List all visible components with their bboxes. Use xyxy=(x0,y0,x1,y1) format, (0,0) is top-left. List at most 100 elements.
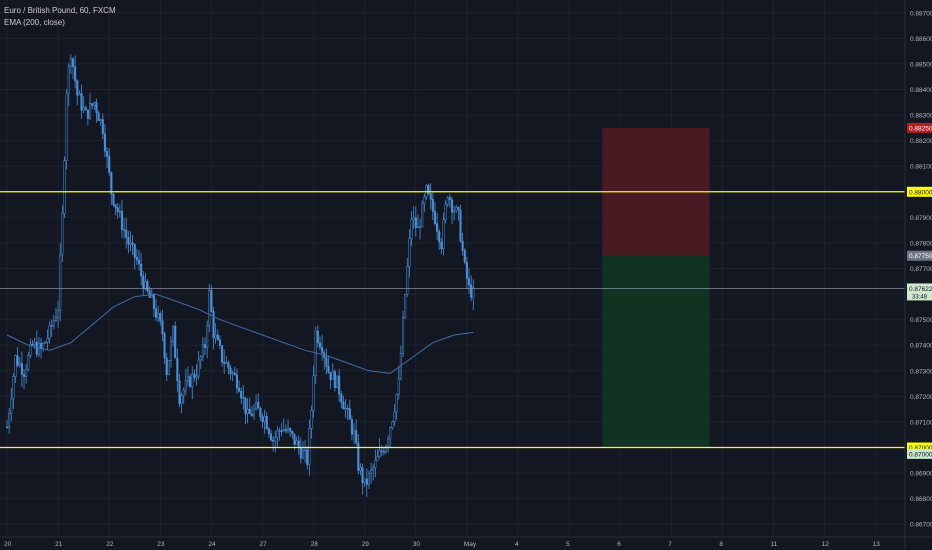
price-axis-label: 0.88600 xyxy=(910,36,932,43)
candle-body xyxy=(27,355,30,370)
time-axis-label: 11 xyxy=(771,541,778,548)
candle-body xyxy=(387,438,390,447)
candle-body xyxy=(74,66,77,82)
time-axis-label: May xyxy=(464,541,477,548)
price-axis-label: 0.88400 xyxy=(910,87,932,94)
stop-price-tag-bg xyxy=(907,122,932,133)
candle-body xyxy=(433,211,437,224)
candle-body xyxy=(318,342,322,348)
candle-body xyxy=(325,357,328,367)
candle-body xyxy=(184,380,187,391)
candle-body xyxy=(167,360,170,375)
candle-body xyxy=(238,387,241,392)
candle-body xyxy=(178,380,181,404)
candle-body xyxy=(106,151,109,157)
chart-legend: Euro / British Pound, 60, FXCM EMA (200,… xyxy=(4,5,116,29)
level-price-tag-lower: 0.87000 xyxy=(909,445,932,452)
time-axis-label: 30 xyxy=(413,541,421,548)
candle-body xyxy=(29,343,32,356)
candle-body xyxy=(212,311,215,339)
candle-body xyxy=(291,430,294,435)
time-axis-label: 7 xyxy=(668,541,672,548)
time-axis-label: 13 xyxy=(873,541,881,548)
candle-body xyxy=(461,240,464,251)
candle-body xyxy=(46,337,49,343)
candle-body xyxy=(206,325,209,348)
candle-body xyxy=(135,257,138,261)
candle-body xyxy=(346,407,349,410)
candle-body xyxy=(59,254,62,311)
time-axis-label: 27 xyxy=(260,541,268,548)
candle-body xyxy=(299,447,302,459)
candle-body xyxy=(440,241,443,250)
candle-body xyxy=(131,242,134,245)
symbol-title: Euro / British Pound, 60, FXCM xyxy=(4,6,116,15)
level-price-tag-lower-bg xyxy=(907,442,932,453)
candle-body xyxy=(152,295,155,309)
candle-body xyxy=(42,343,45,349)
price-axis-label: 0.87300 xyxy=(910,368,932,375)
time-axis-label: 6 xyxy=(617,541,621,548)
entry-price-tag: 0.87750 xyxy=(909,253,932,260)
candle-body xyxy=(231,372,234,374)
candle-body xyxy=(244,397,247,414)
candle-body xyxy=(116,207,119,213)
candle-body xyxy=(44,341,47,344)
time-axis-label: 22 xyxy=(106,541,114,548)
candle-body xyxy=(203,344,207,348)
candle-body xyxy=(140,263,143,277)
candle-body xyxy=(163,333,166,359)
candle-body xyxy=(37,342,40,355)
candle-body xyxy=(80,93,83,111)
candle-body xyxy=(450,199,454,213)
candle-body xyxy=(103,133,106,152)
price-axis-label: 0.86700 xyxy=(910,522,932,529)
time-axis-label: 21 xyxy=(55,541,63,548)
candle-body xyxy=(327,366,330,373)
candle-body xyxy=(414,217,417,228)
candle-body xyxy=(412,217,415,220)
candle-body xyxy=(459,209,462,242)
candle-body xyxy=(308,428,311,465)
candle-body xyxy=(57,310,60,318)
candle-body xyxy=(159,313,162,322)
candle-body xyxy=(463,249,466,263)
candle-body xyxy=(189,376,192,387)
candle-body xyxy=(210,290,213,312)
candle-body xyxy=(448,197,451,200)
candle-body xyxy=(370,469,373,474)
candle-body xyxy=(293,433,296,445)
candle-body xyxy=(84,107,87,111)
candle-body xyxy=(67,66,70,95)
candle-body xyxy=(123,229,126,231)
candle-body xyxy=(133,244,136,258)
candle-body xyxy=(378,450,381,458)
candle-body xyxy=(54,317,58,321)
target-price-tag: 0.87000 xyxy=(909,451,932,458)
candle-body xyxy=(95,102,98,114)
candle-body xyxy=(393,411,396,423)
time-axis-label: 28 xyxy=(311,541,319,548)
candle-body xyxy=(165,357,168,375)
candle-body xyxy=(252,408,256,417)
candle-body xyxy=(267,428,270,435)
candle-body xyxy=(229,367,232,374)
time-axis-label: 12 xyxy=(822,541,830,548)
candle-body xyxy=(120,210,124,230)
candle-body xyxy=(350,419,353,435)
take-profit-zone[interactable] xyxy=(602,255,710,448)
candle-body xyxy=(421,203,424,228)
candle-body xyxy=(225,362,228,364)
candle-body xyxy=(289,428,292,432)
candle-body xyxy=(174,326,177,359)
candle-body xyxy=(82,107,85,111)
candle-body xyxy=(223,361,226,364)
candle-body xyxy=(374,460,377,468)
candle-body xyxy=(295,440,298,445)
candle-body xyxy=(186,376,190,382)
candle-body xyxy=(278,430,281,432)
price-axis-label: 0.86800 xyxy=(910,496,932,503)
candle-body xyxy=(108,155,111,173)
candle-body xyxy=(408,238,411,267)
